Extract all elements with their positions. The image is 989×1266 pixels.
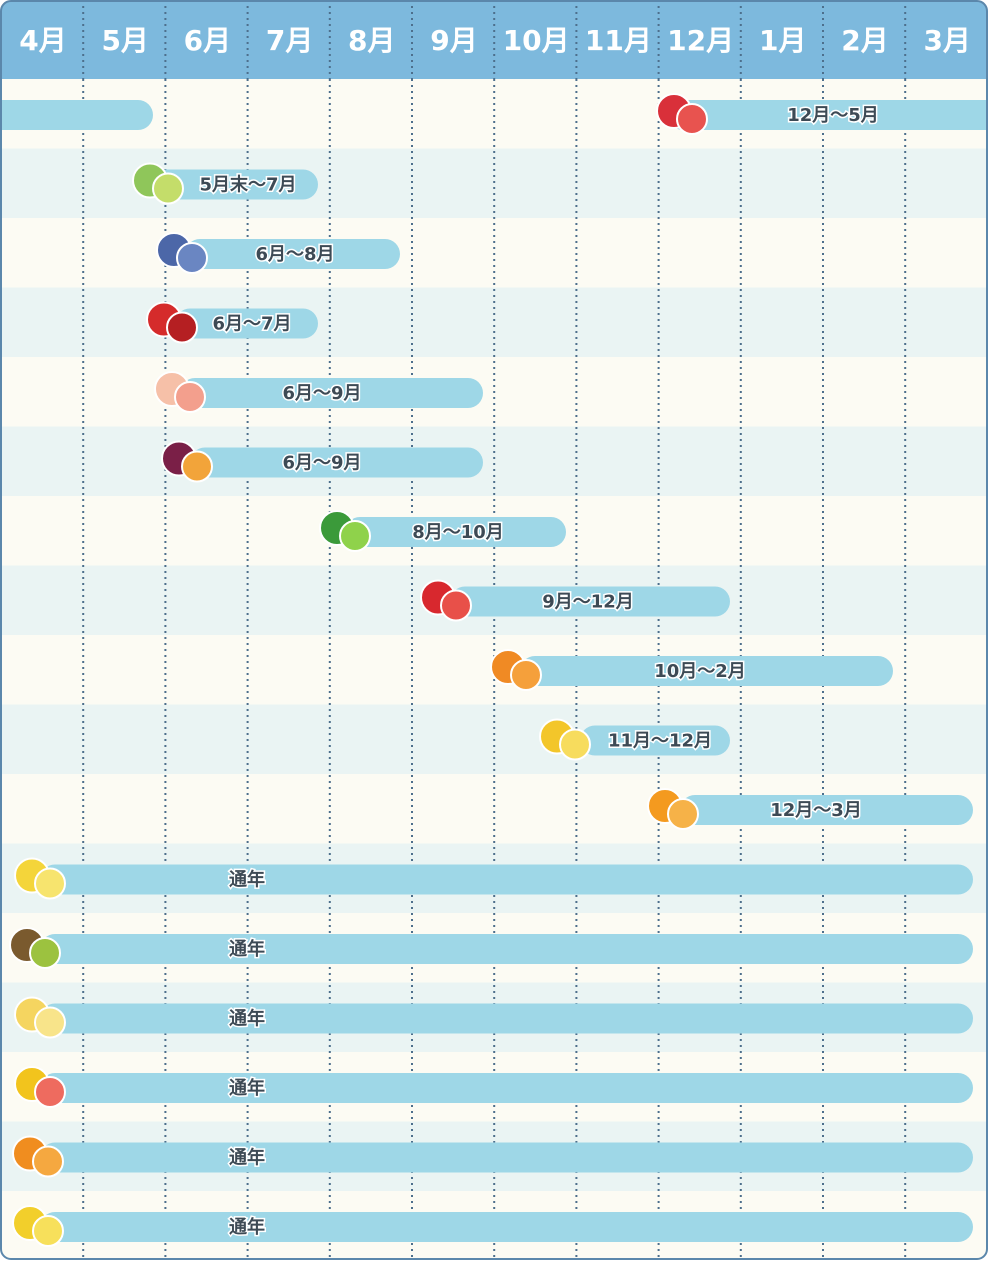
season-bar: [40, 934, 973, 964]
fruit-icon: [34, 1006, 66, 1039]
season-bar: [40, 864, 973, 895]
row-background: [1, 426, 987, 497]
season-bar: [40, 1003, 973, 1034]
fruit-icon: [559, 728, 591, 761]
fruit-icon: [152, 172, 184, 205]
season-bar: [520, 656, 893, 686]
season-bar: [450, 586, 730, 617]
season-bar: [180, 378, 483, 408]
month-label: 9月: [430, 24, 477, 57]
season-label: 通年: [229, 938, 265, 960]
season-bar: [1, 100, 153, 130]
season-label: 通年: [229, 1077, 265, 1099]
month-label: 6月: [184, 24, 231, 57]
month-label: 4月: [19, 24, 66, 57]
season-label: 通年: [229, 1008, 265, 1030]
fruit-icon: [166, 311, 198, 344]
fruit-icon: [176, 242, 208, 274]
fruit-icon: [174, 381, 206, 413]
fruit-icon: [34, 867, 66, 900]
fruit-icon: [510, 659, 542, 691]
fruit-icon: [32, 1215, 64, 1247]
month-label: 5月: [101, 24, 148, 57]
fruit-icon: [181, 450, 213, 483]
season-bar: [680, 795, 973, 825]
season-label: 6月～8月: [255, 244, 334, 265]
season-bar: [580, 725, 730, 756]
season-label: 12月～3月: [770, 800, 862, 821]
month-label: 11月: [585, 24, 652, 57]
fruit-icon: [676, 103, 708, 135]
season-bar: [40, 1073, 973, 1103]
season-bar: [185, 239, 400, 269]
month-label: 7月: [266, 24, 313, 57]
season-label: 8月～10月: [412, 522, 504, 543]
season-label: 通年: [229, 1216, 265, 1238]
fruit-icon: [440, 589, 472, 622]
season-bar: [175, 308, 318, 339]
month-label: 3月: [923, 24, 970, 57]
season-bar: [40, 1212, 973, 1242]
season-label: 12月～5月: [787, 105, 879, 126]
season-label: 9月～12月: [542, 592, 634, 613]
fruit-icon: [34, 1076, 66, 1108]
fruit-icon: [32, 1145, 64, 1178]
month-label: 8月: [348, 24, 395, 57]
month-label: 1月: [759, 24, 806, 57]
season-label: 6月～7月: [212, 314, 291, 335]
fruit-icon: [29, 937, 61, 969]
season-label: 6月～9月: [282, 453, 361, 474]
season-bar: [40, 1142, 973, 1173]
season-bar: [345, 517, 566, 547]
fruit-icon: [667, 798, 699, 830]
season-bar: [190, 447, 483, 478]
season-label: 11月～12月: [608, 731, 712, 752]
month-label: 10月: [503, 24, 570, 57]
month-label: 12月: [667, 24, 734, 57]
fruit-icon: [339, 520, 371, 552]
season-label: 通年: [229, 1147, 265, 1169]
season-label: 6月～9月: [282, 383, 361, 404]
season-bar: [150, 169, 318, 200]
season-label: 10月～2月: [654, 661, 746, 682]
season-label: 通年: [229, 869, 265, 891]
month-label: 2月: [841, 24, 888, 57]
season-bar: [668, 100, 987, 130]
season-label: 5月末～7月: [199, 174, 296, 196]
